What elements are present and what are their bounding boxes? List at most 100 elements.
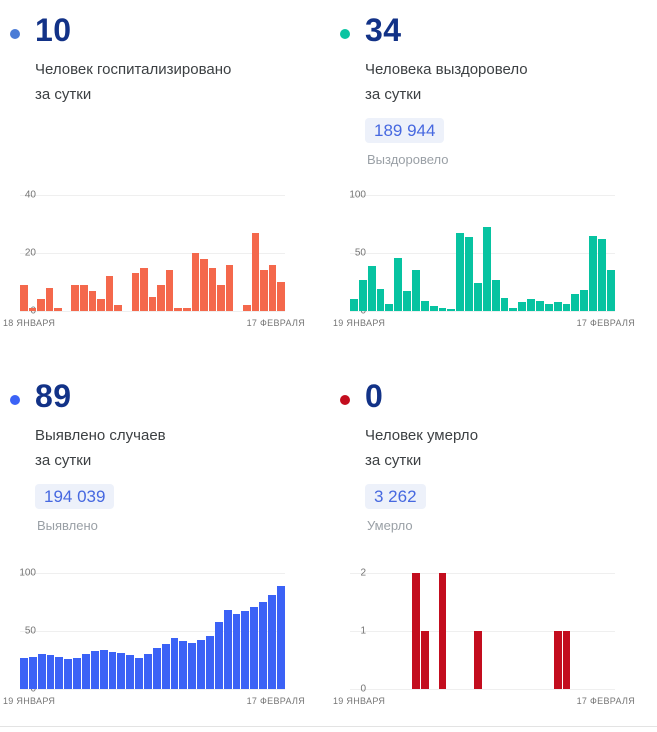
bar[interactable] (412, 573, 420, 689)
bar[interactable] (117, 653, 126, 689)
bar[interactable] (179, 641, 188, 689)
bar[interactable] (37, 654, 46, 689)
bar[interactable] (152, 648, 161, 689)
bar[interactable] (165, 270, 174, 311)
bar[interactable] (37, 299, 45, 311)
bar[interactable] (161, 643, 170, 689)
bar[interactable] (243, 305, 251, 311)
bar[interactable] (385, 304, 394, 311)
bar[interactable] (105, 276, 114, 311)
bar[interactable] (80, 284, 88, 311)
bar[interactable] (46, 655, 55, 689)
bar[interactable] (217, 284, 225, 311)
bar[interactable] (260, 270, 268, 311)
bar[interactable] (447, 308, 456, 311)
bar[interactable] (276, 585, 285, 689)
bar[interactable] (456, 233, 465, 311)
bar[interactable] (197, 640, 206, 689)
bar[interactable] (562, 631, 571, 689)
bar[interactable] (474, 283, 482, 311)
bar[interactable] (553, 631, 562, 689)
metric-label-line2: за сутки (365, 452, 422, 469)
bar[interactable] (182, 308, 191, 311)
bar[interactable] (135, 657, 144, 689)
bar[interactable] (482, 227, 491, 311)
bar[interactable] (571, 293, 580, 311)
bar[interactable] (232, 613, 241, 689)
bar[interactable] (174, 308, 182, 311)
bar[interactable] (73, 657, 82, 689)
bar[interactable] (223, 610, 232, 689)
chart-plot-area[interactable]: 0 50 100 (19, 568, 285, 695)
bar[interactable] (90, 650, 99, 689)
bar[interactable] (491, 279, 500, 311)
bar[interactable] (131, 273, 140, 311)
bar[interactable] (268, 595, 276, 689)
bar[interactable] (214, 621, 223, 689)
bar[interactable] (536, 300, 544, 311)
bar[interactable] (82, 654, 90, 689)
bar[interactable] (55, 656, 64, 689)
bar[interactable] (97, 299, 105, 311)
chart-plot-area[interactable]: 0 20 40 (20, 190, 285, 317)
bar[interactable] (28, 308, 37, 311)
bar[interactable] (465, 236, 474, 311)
bar[interactable] (358, 279, 367, 311)
bar[interactable] (518, 301, 527, 311)
bar[interactable] (200, 258, 208, 311)
bar[interactable] (259, 602, 268, 689)
bar[interactable] (126, 655, 135, 689)
bar[interactable] (170, 637, 179, 689)
bar[interactable] (500, 298, 509, 311)
bar[interactable] (420, 631, 429, 689)
bar[interactable] (438, 307, 447, 311)
bar[interactable] (157, 284, 165, 311)
bar[interactable] (114, 305, 122, 311)
bar[interactable] (250, 606, 259, 689)
bar[interactable] (553, 301, 562, 311)
bar[interactable] (403, 291, 412, 311)
bar[interactable] (429, 306, 438, 311)
bar[interactable] (191, 253, 200, 311)
bar[interactable] (45, 287, 54, 311)
bar[interactable] (99, 649, 108, 689)
bar[interactable] (188, 642, 197, 689)
bar[interactable] (438, 573, 447, 689)
bar[interactable] (606, 270, 615, 311)
bar[interactable] (225, 264, 234, 311)
bar[interactable] (412, 270, 420, 311)
bar[interactable] (420, 300, 429, 311)
chart-plot-area[interactable]: 0 50 100 (349, 190, 615, 317)
bar[interactable] (20, 657, 28, 689)
bar[interactable] (544, 304, 553, 311)
bar[interactable] (251, 232, 260, 311)
bar[interactable] (206, 635, 214, 689)
bar[interactable] (144, 654, 152, 689)
bar[interactable] (350, 299, 358, 311)
bar[interactable] (140, 267, 148, 311)
bar[interactable] (28, 656, 37, 689)
bar[interactable] (562, 304, 571, 311)
chart-plot-area[interactable]: 0 1 2 (350, 568, 615, 695)
bar[interactable] (589, 235, 598, 311)
bar[interactable] (20, 284, 28, 311)
metric-label-line2: за сутки (365, 86, 422, 103)
bar[interactable] (54, 308, 62, 311)
bar[interactable] (108, 651, 117, 689)
bar[interactable] (88, 290, 97, 311)
bar[interactable] (394, 257, 403, 311)
bar[interactable] (527, 299, 536, 311)
bar[interactable] (64, 658, 73, 689)
bar[interactable] (208, 267, 217, 311)
bar[interactable] (241, 611, 250, 689)
bar[interactable] (71, 284, 80, 311)
bar[interactable] (376, 288, 385, 311)
bar[interactable] (598, 239, 606, 311)
bar[interactable] (367, 265, 376, 311)
bar[interactable] (148, 296, 157, 311)
bar[interactable] (509, 307, 518, 311)
bar[interactable] (580, 290, 589, 311)
bar[interactable] (268, 264, 277, 311)
bar[interactable] (277, 282, 285, 311)
bar[interactable] (474, 631, 482, 689)
